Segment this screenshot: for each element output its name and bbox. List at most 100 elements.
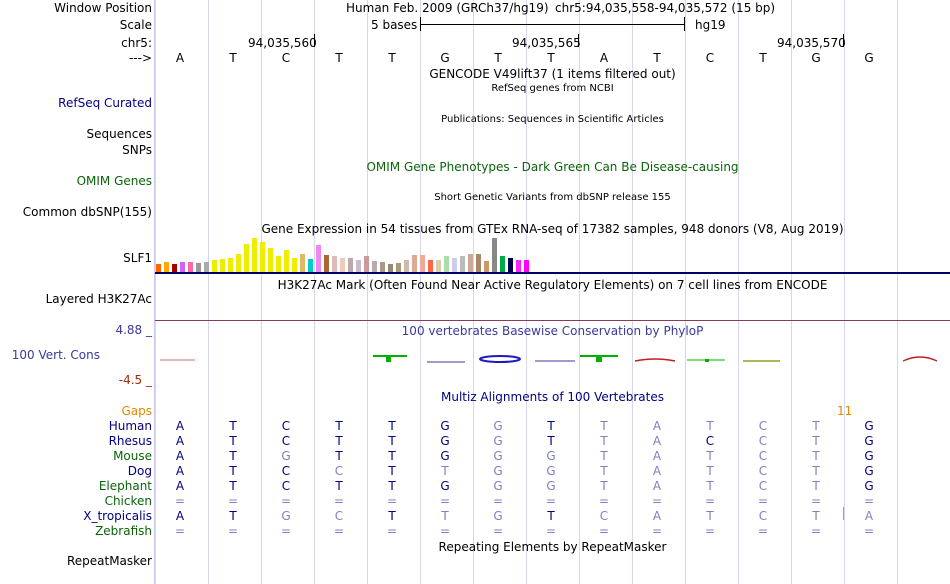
alignment-base: = bbox=[545, 494, 557, 508]
species-label[interactable]: Dog bbox=[127, 464, 152, 478]
species-label[interactable]: Elephant bbox=[98, 479, 152, 493]
gtex-bar[interactable] bbox=[300, 254, 305, 272]
gtex-bar[interactable] bbox=[260, 242, 265, 272]
gtex-bar[interactable] bbox=[444, 256, 449, 272]
species-label[interactable]: Zebrafish bbox=[95, 524, 152, 538]
gtex-bar[interactable] bbox=[380, 262, 385, 272]
dbsnp-title[interactable]: Short Genetic Variants from dbSNP releas… bbox=[434, 192, 671, 203]
gtex-bar[interactable] bbox=[332, 256, 337, 272]
alignment-base: A bbox=[175, 434, 185, 448]
gtex-bar[interactable] bbox=[404, 260, 409, 272]
alignment-base: T bbox=[600, 449, 608, 463]
gtex-bar[interactable] bbox=[284, 250, 289, 272]
gtex-bar[interactable] bbox=[524, 260, 529, 272]
gtex-bar[interactable] bbox=[316, 245, 321, 272]
alignment-base: G bbox=[440, 434, 450, 448]
alignment-base: T bbox=[547, 419, 555, 433]
gtex-bar[interactable] bbox=[412, 255, 417, 272]
refseq-label[interactable]: RefSeq Curated bbox=[58, 96, 152, 110]
gtex-bar[interactable] bbox=[188, 262, 193, 272]
gtex-bar[interactable] bbox=[476, 254, 481, 272]
dbsnp-label[interactable]: Common dbSNP(155) bbox=[22, 205, 152, 219]
gtex-bar[interactable] bbox=[356, 260, 361, 272]
gtex-bar[interactable] bbox=[180, 262, 185, 272]
gtex-bar[interactable] bbox=[204, 262, 209, 272]
species-label[interactable]: Human bbox=[108, 419, 152, 433]
gtex-bar[interactable] bbox=[212, 260, 217, 272]
reference-base: T bbox=[547, 51, 555, 65]
gtex-bar[interactable] bbox=[292, 258, 297, 272]
gtex-bar[interactable] bbox=[276, 256, 281, 272]
alignment-base: T bbox=[547, 509, 555, 523]
alignment-base: T bbox=[812, 479, 820, 493]
gtex-bar[interactable] bbox=[452, 258, 457, 272]
gtex-bar[interactable] bbox=[308, 259, 313, 272]
alignment-base: T bbox=[706, 449, 714, 463]
gtex-bar[interactable] bbox=[228, 258, 233, 272]
alignment-base: T bbox=[812, 449, 820, 463]
reference-base: T bbox=[653, 51, 661, 65]
gtex-bar[interactable] bbox=[516, 260, 521, 272]
sequences-label[interactable]: Sequences bbox=[86, 127, 152, 141]
gtex-bar[interactable] bbox=[196, 263, 201, 272]
gtex-bar[interactable] bbox=[436, 260, 441, 272]
repeatmasker-title[interactable]: Repeating Elements by RepeatMasker bbox=[438, 540, 667, 554]
gtex-bar[interactable] bbox=[396, 263, 401, 272]
multiz-title[interactable]: Multiz Alignments of 100 Vertebrates bbox=[440, 390, 665, 404]
species-label[interactable]: Rhesus bbox=[108, 434, 152, 448]
gtex-bar[interactable] bbox=[460, 256, 465, 272]
alignment-base: = bbox=[227, 524, 239, 538]
omim-title[interactable]: OMIM Gene Phenotypes - Dark Green Can Be… bbox=[366, 160, 739, 174]
refseq-title[interactable]: RefSeq genes from NCBI bbox=[491, 83, 614, 94]
gtex-bar[interactable] bbox=[372, 261, 377, 272]
gtex-gene-label[interactable]: SLF1 bbox=[123, 251, 152, 265]
chrom-label[interactable]: chr5: bbox=[121, 36, 152, 50]
gtex-title[interactable]: Gene Expression in 54 tissues from GTEx … bbox=[261, 222, 844, 236]
gtex-bar[interactable] bbox=[340, 258, 345, 272]
gtex-bar[interactable] bbox=[244, 244, 249, 272]
gtex-bar[interactable] bbox=[388, 264, 393, 272]
gtex-bar[interactable] bbox=[484, 261, 489, 272]
alignment-base: T bbox=[335, 449, 343, 463]
h3k27ac-label[interactable]: Layered H3K27Ac bbox=[45, 292, 152, 306]
gtex-bar[interactable] bbox=[508, 258, 513, 272]
alignment-base: T bbox=[706, 464, 714, 478]
snps-label[interactable]: SNPs bbox=[122, 143, 152, 157]
gtex-bar[interactable] bbox=[172, 264, 177, 272]
alignment-base: T bbox=[812, 434, 820, 448]
window-position-label[interactable]: Window Position bbox=[54, 1, 152, 15]
gtex-bar[interactable] bbox=[324, 255, 329, 272]
h3k27ac-title[interactable]: H3K27Ac Mark (Often Found Near Active Re… bbox=[277, 278, 828, 292]
gtex-bar[interactable] bbox=[364, 256, 369, 272]
gtex-bar[interactable] bbox=[500, 256, 505, 272]
gtex-bar[interactable] bbox=[156, 264, 161, 272]
species-label[interactable]: Chicken bbox=[104, 494, 152, 508]
repeatmasker-label[interactable]: RepeatMasker bbox=[66, 554, 152, 568]
alignment-base: = bbox=[386, 524, 398, 538]
alignment-base: T bbox=[229, 449, 237, 463]
gtex-bar[interactable] bbox=[492, 238, 497, 272]
omim-label[interactable]: OMIM Genes bbox=[76, 174, 152, 188]
gtex-bar[interactable] bbox=[252, 238, 257, 272]
alignment-base: T bbox=[229, 464, 237, 478]
gtex-bar[interactable] bbox=[220, 259, 225, 272]
gtex-bar[interactable] bbox=[468, 254, 473, 272]
alignment-base: = bbox=[492, 494, 504, 508]
conservation-title[interactable]: 100 vertebrates Basewise Conservation by… bbox=[401, 324, 704, 338]
publications-title[interactable]: Publications: Sequences in Scientific Ar… bbox=[441, 114, 664, 125]
grid-line bbox=[738, 0, 739, 584]
gencode-title[interactable]: GENCODE V49lift37 (1 items filtered out) bbox=[429, 67, 676, 81]
gtex-bar[interactable] bbox=[268, 248, 273, 272]
gap-marker bbox=[843, 507, 844, 520]
gtex-bar[interactable] bbox=[164, 262, 169, 272]
species-label[interactable]: Mouse bbox=[113, 449, 152, 463]
gtex-bar[interactable] bbox=[428, 260, 433, 272]
conservation-label[interactable]: 100 Vert. Cons bbox=[11, 348, 100, 362]
gtex-bar[interactable] bbox=[420, 255, 425, 272]
gtex-bar[interactable] bbox=[348, 258, 353, 272]
gaps-label[interactable]: Gaps bbox=[121, 404, 152, 418]
species-label[interactable]: X_tropicalis bbox=[83, 509, 152, 523]
alignment-base: G bbox=[281, 509, 291, 523]
gtex-bar[interactable] bbox=[236, 254, 241, 272]
scale-label[interactable]: Scale bbox=[119, 18, 152, 32]
